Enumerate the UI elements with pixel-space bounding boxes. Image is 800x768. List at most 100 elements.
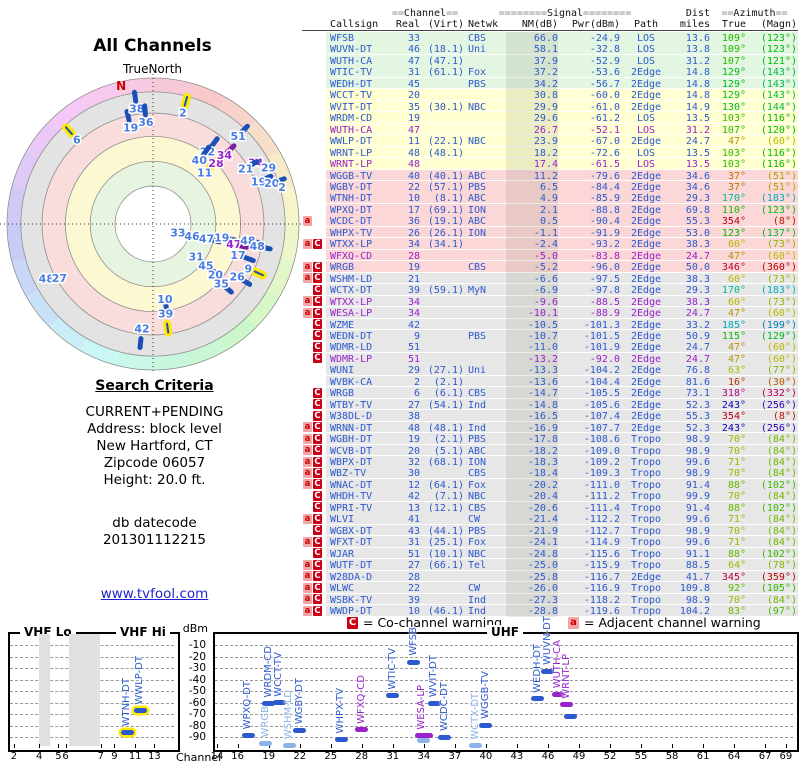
power-cell: -105.5 — [583, 388, 620, 400]
row-background — [326, 570, 798, 582]
channel-label: 38 — [129, 102, 144, 115]
compass-hue-ring — [26, 120, 60, 158]
signal-tick — [206, 265, 219, 277]
callsign-cell: WWLP-DT — [330, 136, 373, 148]
distance-cell: 98.9 — [685, 594, 710, 606]
callsign-cell: WVIT-DT — [330, 101, 373, 113]
distance-cell: 31.2 — [685, 55, 710, 67]
noise-margin-cell: -24.1 — [506, 536, 558, 549]
x-tickmark — [65, 744, 67, 748]
noise-margin-cell: 29.9 — [506, 100, 558, 114]
dbm-gridline — [215, 691, 793, 692]
azimuth-magnetic-cell: (123°) — [760, 44, 797, 56]
callsign-cell: WUTH-CA — [330, 55, 373, 67]
azimuth-magnetic-cell: (129°) — [760, 330, 797, 342]
table-row: C W38DL-D 38 -16.5 -107.4 2Edge 55.3 354° (8°) — [0, 410, 800, 423]
path-cell: 2Edge — [630, 193, 662, 205]
row-background — [326, 582, 798, 593]
vhf-channel-tick: 4 — [36, 751, 43, 762]
station-bar — [272, 700, 286, 705]
azimuth-magnetic-cell: (105°) — [760, 583, 797, 595]
tvfool-link[interactable]: www.tvfool.com — [100, 586, 209, 602]
row-background — [326, 192, 798, 204]
callsign-cell: WVBK-CA — [330, 376, 373, 388]
dbm-gridline — [215, 737, 793, 738]
azimuth-magnetic-cell: (120°) — [760, 124, 797, 136]
path-cell: Tropo — [630, 560, 662, 572]
distance-cell: 98.9 — [685, 525, 710, 537]
distance-cell: 24.7 — [685, 136, 710, 148]
uhf-channel-tick: 55 — [634, 751, 648, 762]
callsign-cell: WDMR-LP — [330, 353, 373, 365]
table-row: WUNI 29 (27.1) Uni -13.3 -104.2 2Edge 76.8 63° (7… — [0, 364, 800, 377]
azimuth-true-cell: 47° — [727, 250, 746, 262]
power-cell: -109.3 — [583, 468, 620, 480]
azimuth-magnetic-cell: (183°) — [760, 285, 797, 297]
station-label: WSHM-LD — [283, 690, 295, 740]
real-channel-cell: 32 — [407, 457, 420, 469]
table-row: C WGBX-DT 43 (44.1) PBS -21.9 -112.7 Tropo 98.9 7… — [0, 524, 800, 538]
distance-cell: 38.3 — [685, 273, 710, 285]
row-background — [326, 387, 798, 398]
row-background — [326, 112, 798, 123]
criteria-zipcode: Zipcode 06057 — [103, 455, 206, 471]
table-row: WGGB-TV 40 (40.1) ABC 11.2 -79.6 2Edge 34.6 37° (… — [0, 169, 800, 182]
uhf-channel-tick: 69 — [779, 751, 793, 762]
dbm-tick-label: -40 — [188, 673, 206, 686]
x-tickmark — [330, 744, 332, 748]
distance-cell: 24.7 — [685, 250, 710, 262]
real-channel-cell: 39 — [407, 594, 420, 606]
dbm-gridline — [10, 668, 174, 669]
real-channel-cell: 48 — [407, 159, 420, 171]
azimuth-magnetic-cell: (116°) — [760, 113, 797, 125]
callsign-cell: WDMR-LD — [330, 342, 373, 354]
adjacent-channel-badge: a — [303, 445, 312, 456]
vhf-channel-tick: 7 — [97, 751, 104, 762]
azimuth-true-cell: 346° — [721, 262, 746, 274]
network-cell: PBS — [468, 78, 487, 90]
channel-label: 26 — [230, 271, 246, 284]
row-background — [326, 547, 798, 559]
virtual-channel-cell: (66.1) — [427, 560, 464, 572]
x-tickmark — [785, 744, 787, 748]
noise-margin-cell: -17.8 — [506, 433, 558, 446]
real-channel-cell: 42 — [407, 319, 420, 331]
signal-tick — [131, 89, 139, 104]
x-tickmark — [547, 744, 549, 748]
dbm-tick-label: -70 — [188, 708, 206, 720]
azimuth-magnetic-cell: (256°) — [760, 399, 797, 411]
azimuth-true-cell: 71° — [727, 537, 746, 549]
network-cell: MyN — [468, 285, 487, 297]
adjacent-channel-badge: a — [303, 433, 312, 444]
network-cell: Ind — [468, 606, 487, 617]
compass-hue-ring — [246, 290, 280, 328]
azimuth-magnetic-cell: (73°) — [766, 273, 797, 285]
power-cell: -93.2 — [589, 239, 620, 251]
col-path: Path — [633, 19, 659, 30]
network-cell: CBS — [468, 388, 487, 400]
path-cell: Tropo — [630, 502, 662, 514]
vhf-channel-tick: 2 — [10, 751, 18, 762]
signal-tick — [250, 267, 267, 280]
path-cell: 2Edge — [630, 399, 662, 411]
azimuth-magnetic-cell: (30°) — [766, 376, 797, 388]
callsign-cell: WGBX-DT — [330, 525, 373, 537]
station-bar — [417, 738, 431, 744]
header-group-signal: ========Signal======== — [498, 8, 632, 19]
virtual-channel-cell: (19.1) — [427, 216, 464, 228]
path-cell: 2Edge — [630, 388, 662, 400]
path-cell: 2Edge — [630, 250, 662, 262]
compass-hue-ring — [11, 151, 39, 190]
table-row: WRNT-LP 48 17.4 -61.5 LOS 13.5 103° (116°) — [0, 158, 800, 171]
noise-margin-cell: -6.6 — [506, 272, 558, 286]
vhf-channel-tick: 9 — [111, 751, 118, 762]
signal-tick — [61, 123, 76, 139]
network-cell: NBC — [468, 136, 487, 148]
row-background — [326, 54, 798, 66]
x-tickmark — [672, 744, 674, 748]
callsign-cell: WESA-LP — [330, 308, 373, 320]
station-label: WCTX-DT — [469, 693, 481, 740]
distance-cell: 91.4 — [685, 479, 710, 491]
vhf-grey-band — [38, 634, 51, 746]
table-row: WWLP-DT 11 (22.1) NBC 23.9 -67.0 2Edge 24.7 47° (… — [0, 135, 800, 148]
